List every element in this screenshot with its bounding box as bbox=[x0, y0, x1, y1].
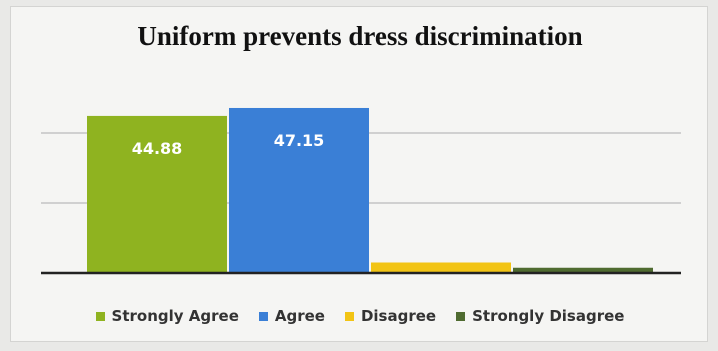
legend-item: Strongly Agree bbox=[95, 307, 239, 325]
legend-label: Strongly Agree bbox=[111, 307, 239, 325]
plot-area: 44.88 47.15 bbox=[41, 107, 681, 275]
legend-label: Disagree bbox=[360, 307, 437, 325]
legend-swatch bbox=[344, 311, 354, 321]
legend-swatch bbox=[258, 311, 268, 321]
chart-card: Uniform prevents dress discrimination 44… bbox=[10, 6, 708, 342]
legend-item: Agree bbox=[258, 307, 325, 325]
bar-agree bbox=[229, 107, 369, 273]
data-label: 47.15 bbox=[274, 131, 325, 150]
legend-swatch bbox=[456, 311, 466, 321]
chart-title: Uniform prevents dress discrimination bbox=[137, 21, 583, 51]
bar-strongly-agree bbox=[87, 115, 227, 273]
legend-label: Strongly Disagree bbox=[472, 307, 625, 325]
data-label: 44.88 bbox=[132, 139, 183, 158]
legend: Strongly Agree Agree Disagree Strongly Disa… bbox=[11, 307, 709, 325]
bar-strongly-disagree bbox=[513, 267, 653, 273]
legend-item: Disagree bbox=[344, 307, 437, 325]
legend-swatch bbox=[95, 311, 105, 321]
legend-label: Agree bbox=[274, 307, 325, 325]
legend-item: Strongly Disagree bbox=[456, 307, 624, 325]
bar-disagree bbox=[371, 262, 511, 273]
